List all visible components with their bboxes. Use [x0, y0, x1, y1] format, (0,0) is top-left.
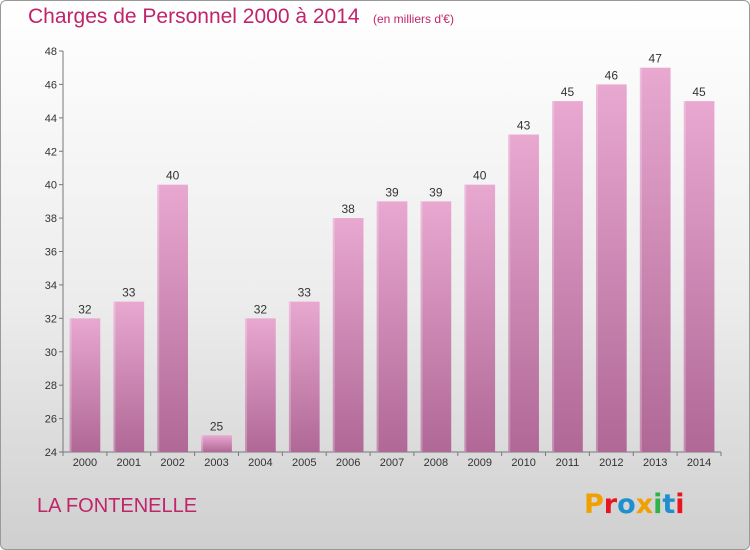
data-label: 32: [78, 302, 92, 316]
y-tick-label: 28: [45, 380, 57, 392]
logo-letter: r: [603, 489, 618, 520]
x-tick-label: 2004: [248, 457, 272, 469]
bar-2014: [683, 101, 715, 452]
data-label: 25: [210, 419, 224, 433]
bar-2012: [595, 84, 627, 453]
x-tick-label: 2002: [160, 457, 184, 469]
x-tick-label: 2006: [336, 457, 360, 469]
bar-highlight: [464, 184, 467, 452]
bar-highlight: [201, 435, 204, 452]
data-label: 46: [605, 68, 619, 82]
bar-2003: [201, 435, 232, 452]
bar-highlight: [376, 201, 379, 452]
data-label: 40: [473, 169, 487, 183]
data-label: 43: [517, 119, 531, 133]
x-tick-label: 2000: [73, 457, 97, 469]
y-tick-label: 24: [45, 447, 57, 459]
y-tick-label: 44: [45, 113, 57, 125]
bar-highlight: [245, 318, 248, 452]
logo-letter: i: [675, 489, 685, 520]
bar-2010: [508, 134, 539, 452]
bar-highlight: [508, 134, 511, 452]
data-label: 47: [649, 52, 663, 66]
bar-2000: [69, 318, 101, 452]
chart-subtitle: (en milliers d'€): [373, 12, 454, 26]
y-tick-label: 48: [45, 46, 57, 58]
x-tick-label: 2003: [204, 457, 228, 469]
data-label: 38: [341, 202, 355, 216]
bar-2006: [332, 218, 364, 452]
bar-2013: [639, 67, 671, 452]
x-tick-label: 2008: [424, 457, 448, 469]
x-tick-label: 2009: [467, 457, 491, 469]
bar-highlight: [683, 101, 686, 452]
bar-highlight: [69, 318, 72, 452]
y-tick-label: 32: [45, 313, 57, 325]
bar-2009: [464, 184, 496, 452]
x-tick-label: 2014: [687, 457, 711, 469]
logo-letter: x: [635, 489, 654, 520]
bar-highlight: [332, 218, 335, 452]
logo-letter: i: [653, 489, 663, 520]
y-tick-label: 30: [45, 347, 57, 359]
data-label: 45: [692, 85, 706, 99]
y-tick-label: 26: [45, 414, 57, 426]
y-tick-label: 34: [45, 280, 57, 292]
bar-highlight: [113, 301, 116, 452]
chart-bars: [69, 67, 715, 453]
commune-name: LA FONTENELLE: [37, 495, 198, 517]
bar-highlight: [639, 67, 642, 452]
bar-highlight: [288, 301, 291, 452]
bar-2011: [552, 101, 583, 452]
logo-letter: t: [662, 489, 676, 520]
bar-2004: [245, 318, 276, 452]
bar-highlight: [595, 84, 598, 453]
y-tick-label: 36: [45, 247, 57, 259]
bar-highlight: [420, 201, 423, 452]
bar-highlight: [157, 184, 160, 452]
logo-letter: o: [617, 489, 636, 520]
y-tick-label: 42: [45, 146, 57, 158]
bar-2001: [113, 301, 145, 452]
bar-2005: [288, 301, 320, 452]
x-tick-label: 2012: [599, 457, 623, 469]
data-label: 40: [166, 169, 180, 183]
x-tick-label: 2005: [292, 457, 316, 469]
data-label: 33: [298, 286, 312, 300]
data-label: 39: [429, 185, 443, 199]
chart-labels: 2000 32 2001 33 2002 40 2003 25 2004 32 2005 33 2006…: [73, 52, 712, 469]
bar-2007: [376, 201, 408, 452]
bar-highlight: [552, 101, 555, 452]
bar-2008: [420, 201, 452, 452]
chart-title: Charges de Personnel 2000 à 2014: [28, 5, 360, 28]
data-label: 33: [122, 286, 136, 300]
logo-letter: P: [584, 489, 604, 520]
x-tick-label: 2013: [643, 457, 667, 469]
y-tick-label: 46: [45, 79, 57, 91]
x-tick-label: 2007: [380, 457, 404, 469]
x-tick-label: 2010: [511, 457, 535, 469]
y-tick-label: 38: [45, 213, 57, 225]
y-tick-label: 40: [45, 180, 57, 192]
data-label: 45: [561, 85, 575, 99]
data-label: 39: [385, 185, 399, 199]
proxiti-logo[interactable]: Proxiti: [584, 489, 685, 520]
x-tick-label: 2001: [117, 457, 141, 469]
bar-2002: [157, 184, 189, 452]
x-tick-label: 2011: [556, 457, 580, 469]
data-label: 32: [254, 302, 268, 316]
